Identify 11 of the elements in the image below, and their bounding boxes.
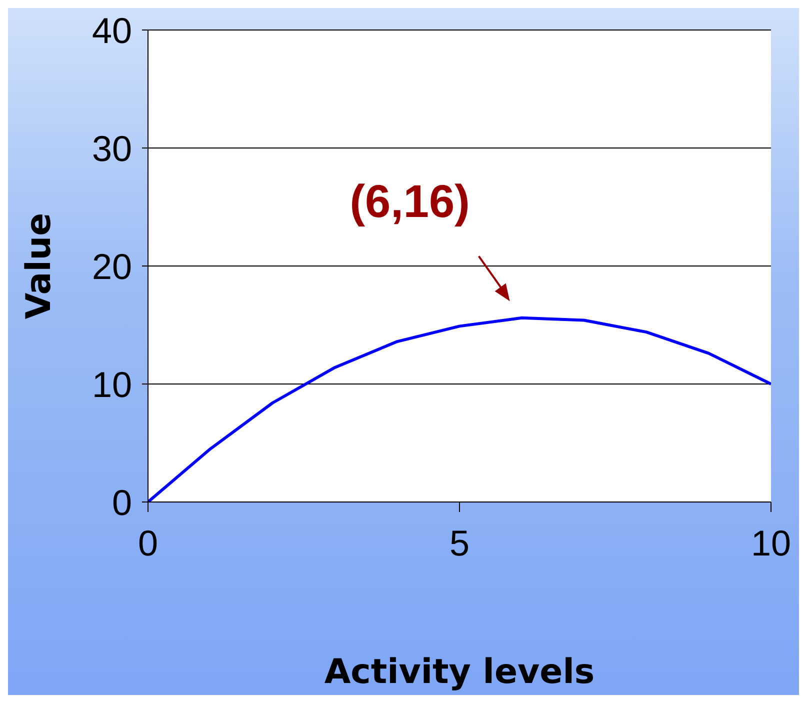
y-tick-label: 30 xyxy=(92,128,132,169)
y-tick-label: 20 xyxy=(92,246,132,287)
x-axis-title: Activity levels xyxy=(324,652,595,692)
x-tick-label: 10 xyxy=(750,522,792,564)
y-tick-label: 40 xyxy=(92,10,132,51)
y-tick-label: 0 xyxy=(112,482,132,523)
x-tick-label: 0 xyxy=(138,522,158,564)
y-axis-title: Value xyxy=(19,212,60,320)
x-tick-label: 5 xyxy=(449,522,470,564)
y-tick-label: 10 xyxy=(92,364,132,405)
annotation: (6,16) xyxy=(350,175,470,228)
